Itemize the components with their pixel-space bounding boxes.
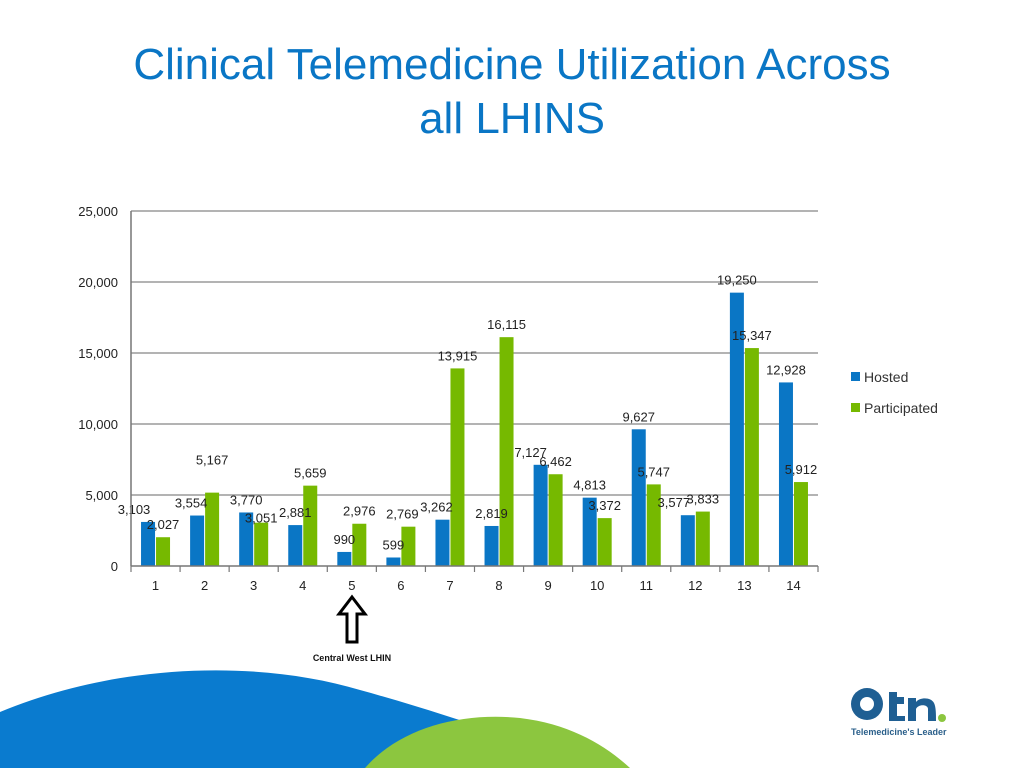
bar-participated-6 <box>401 526 416 566</box>
bar-hosted-12 <box>680 515 695 566</box>
x-tick-label: 1 <box>152 578 159 593</box>
bar-hosted-8 <box>484 525 499 566</box>
otn-logo <box>851 688 946 722</box>
bar-hosted-4 <box>288 525 303 566</box>
x-tick-label: 2 <box>201 578 208 593</box>
data-label-hosted-6: 599 <box>383 537 405 552</box>
x-tick-label: 4 <box>299 578 306 593</box>
legend-swatch-hosted <box>851 372 860 381</box>
y-tick-label: 5,000 <box>85 488 118 503</box>
x-tick-label: 12 <box>688 578 702 593</box>
legend-swatch-participated <box>851 403 860 412</box>
legend: Hosted Participated <box>851 369 938 416</box>
data-label-participated-1: 2,027 <box>147 517 180 532</box>
x-tick-label: 8 <box>495 578 502 593</box>
bar-hosted-6 <box>386 557 401 566</box>
data-label-participated-2: 5,167 <box>196 453 229 468</box>
bar-participated-13 <box>744 348 759 566</box>
bar-hosted-3 <box>239 512 254 566</box>
data-label-hosted-12: 3,577 <box>658 495 691 510</box>
x-tick-label: 9 <box>544 578 551 593</box>
data-label-hosted-2: 3,554 <box>175 496 208 511</box>
x-tick-label: 11 <box>640 578 654 593</box>
data-label-participated-9: 6,462 <box>539 454 572 469</box>
bar-participated-12 <box>695 511 710 566</box>
bar-participated-2 <box>205 492 220 566</box>
bar-participated-9 <box>548 474 563 566</box>
bar-hosted-10 <box>582 497 597 566</box>
x-tick-label: 3 <box>250 578 257 593</box>
data-label-participated-13: 15,347 <box>732 328 772 343</box>
bar-participated-11 <box>646 484 661 566</box>
data-label-participated-5: 2,976 <box>343 504 376 519</box>
data-label-participated-14: 5,912 <box>785 462 818 477</box>
x-tick-label: 13 <box>737 578 751 593</box>
y-tick-label: 10,000 <box>78 417 118 432</box>
title-line-1: Clinical Telemedicine Utilization Across <box>133 40 891 89</box>
data-label-hosted-10: 4,813 <box>573 478 606 493</box>
title-line-2: all LHINS <box>419 94 605 143</box>
data-label-participated-7: 13,915 <box>438 348 478 363</box>
slide-title: Clinical Telemedicine Utilization Across… <box>40 38 984 146</box>
bar-hosted-1 <box>141 521 156 566</box>
logo-tagline: Telemedicine's Leader <box>851 727 947 737</box>
x-tick-label: 6 <box>397 578 404 593</box>
data-label-hosted-14: 12,928 <box>766 362 806 377</box>
data-label-participated-10: 3,372 <box>588 498 621 513</box>
bar-participated-3 <box>254 522 269 566</box>
data-label-hosted-1: 3,103 <box>118 502 151 517</box>
bar-hosted-5 <box>337 551 352 566</box>
bar-hosted-13 <box>729 292 744 566</box>
y-tick-label: 0 <box>111 559 118 574</box>
data-label-hosted-7: 3,262 <box>420 500 453 515</box>
data-label-hosted-11: 9,627 <box>622 409 655 424</box>
bar-hosted-14 <box>778 382 793 566</box>
bar-participated-4 <box>303 485 318 566</box>
data-label-participated-11: 5,747 <box>637 464 670 479</box>
data-label-participated-6: 2,769 <box>386 507 419 522</box>
bar-hosted-11 <box>631 429 646 566</box>
data-label-participated-3: 3,051 <box>245 511 278 526</box>
green-wave <box>365 716 630 768</box>
legend-label-hosted: Hosted <box>864 369 908 385</box>
central-west-annotation: Central West LHIN <box>312 653 392 663</box>
x-tick-label: 7 <box>446 578 453 593</box>
data-label-hosted-5: 990 <box>333 532 355 547</box>
data-label-hosted-4: 2,881 <box>279 505 312 520</box>
data-label-participated-4: 5,659 <box>294 466 327 481</box>
bar-participated-5 <box>352 523 367 566</box>
data-label-hosted-9: 7,127 <box>514 445 547 460</box>
y-tick-label: 15,000 <box>78 346 118 361</box>
bar-participated-8 <box>499 337 514 566</box>
data-label-hosted-13: 19,250 <box>717 273 757 288</box>
gridlines <box>131 210 818 496</box>
data-label-participated-12: 3,833 <box>687 492 720 507</box>
y-tick-label: 25,000 <box>78 204 118 219</box>
bar-participated-10 <box>597 518 612 566</box>
data-label-participated-8: 16,115 <box>487 317 526 332</box>
x-tick-label: 10 <box>590 578 604 593</box>
x-tick-label: 5 <box>348 578 355 593</box>
bar-hosted-2 <box>190 515 205 566</box>
bar-hosted-9 <box>533 464 548 566</box>
bar-participated-14 <box>793 482 808 566</box>
bars <box>141 292 808 566</box>
legend-label-participated: Participated <box>864 400 938 416</box>
y-tick-label: 20,000 <box>78 275 118 290</box>
data-label-hosted-8: 2,819 <box>475 506 508 521</box>
x-tick-label: 14 <box>786 578 800 593</box>
up-arrow-icon <box>335 594 369 644</box>
bar-participated-1 <box>156 537 171 566</box>
bar-participated-7 <box>450 368 465 566</box>
bar-hosted-7 <box>435 519 450 566</box>
data-label-hosted-3: 3,770 <box>230 492 263 507</box>
